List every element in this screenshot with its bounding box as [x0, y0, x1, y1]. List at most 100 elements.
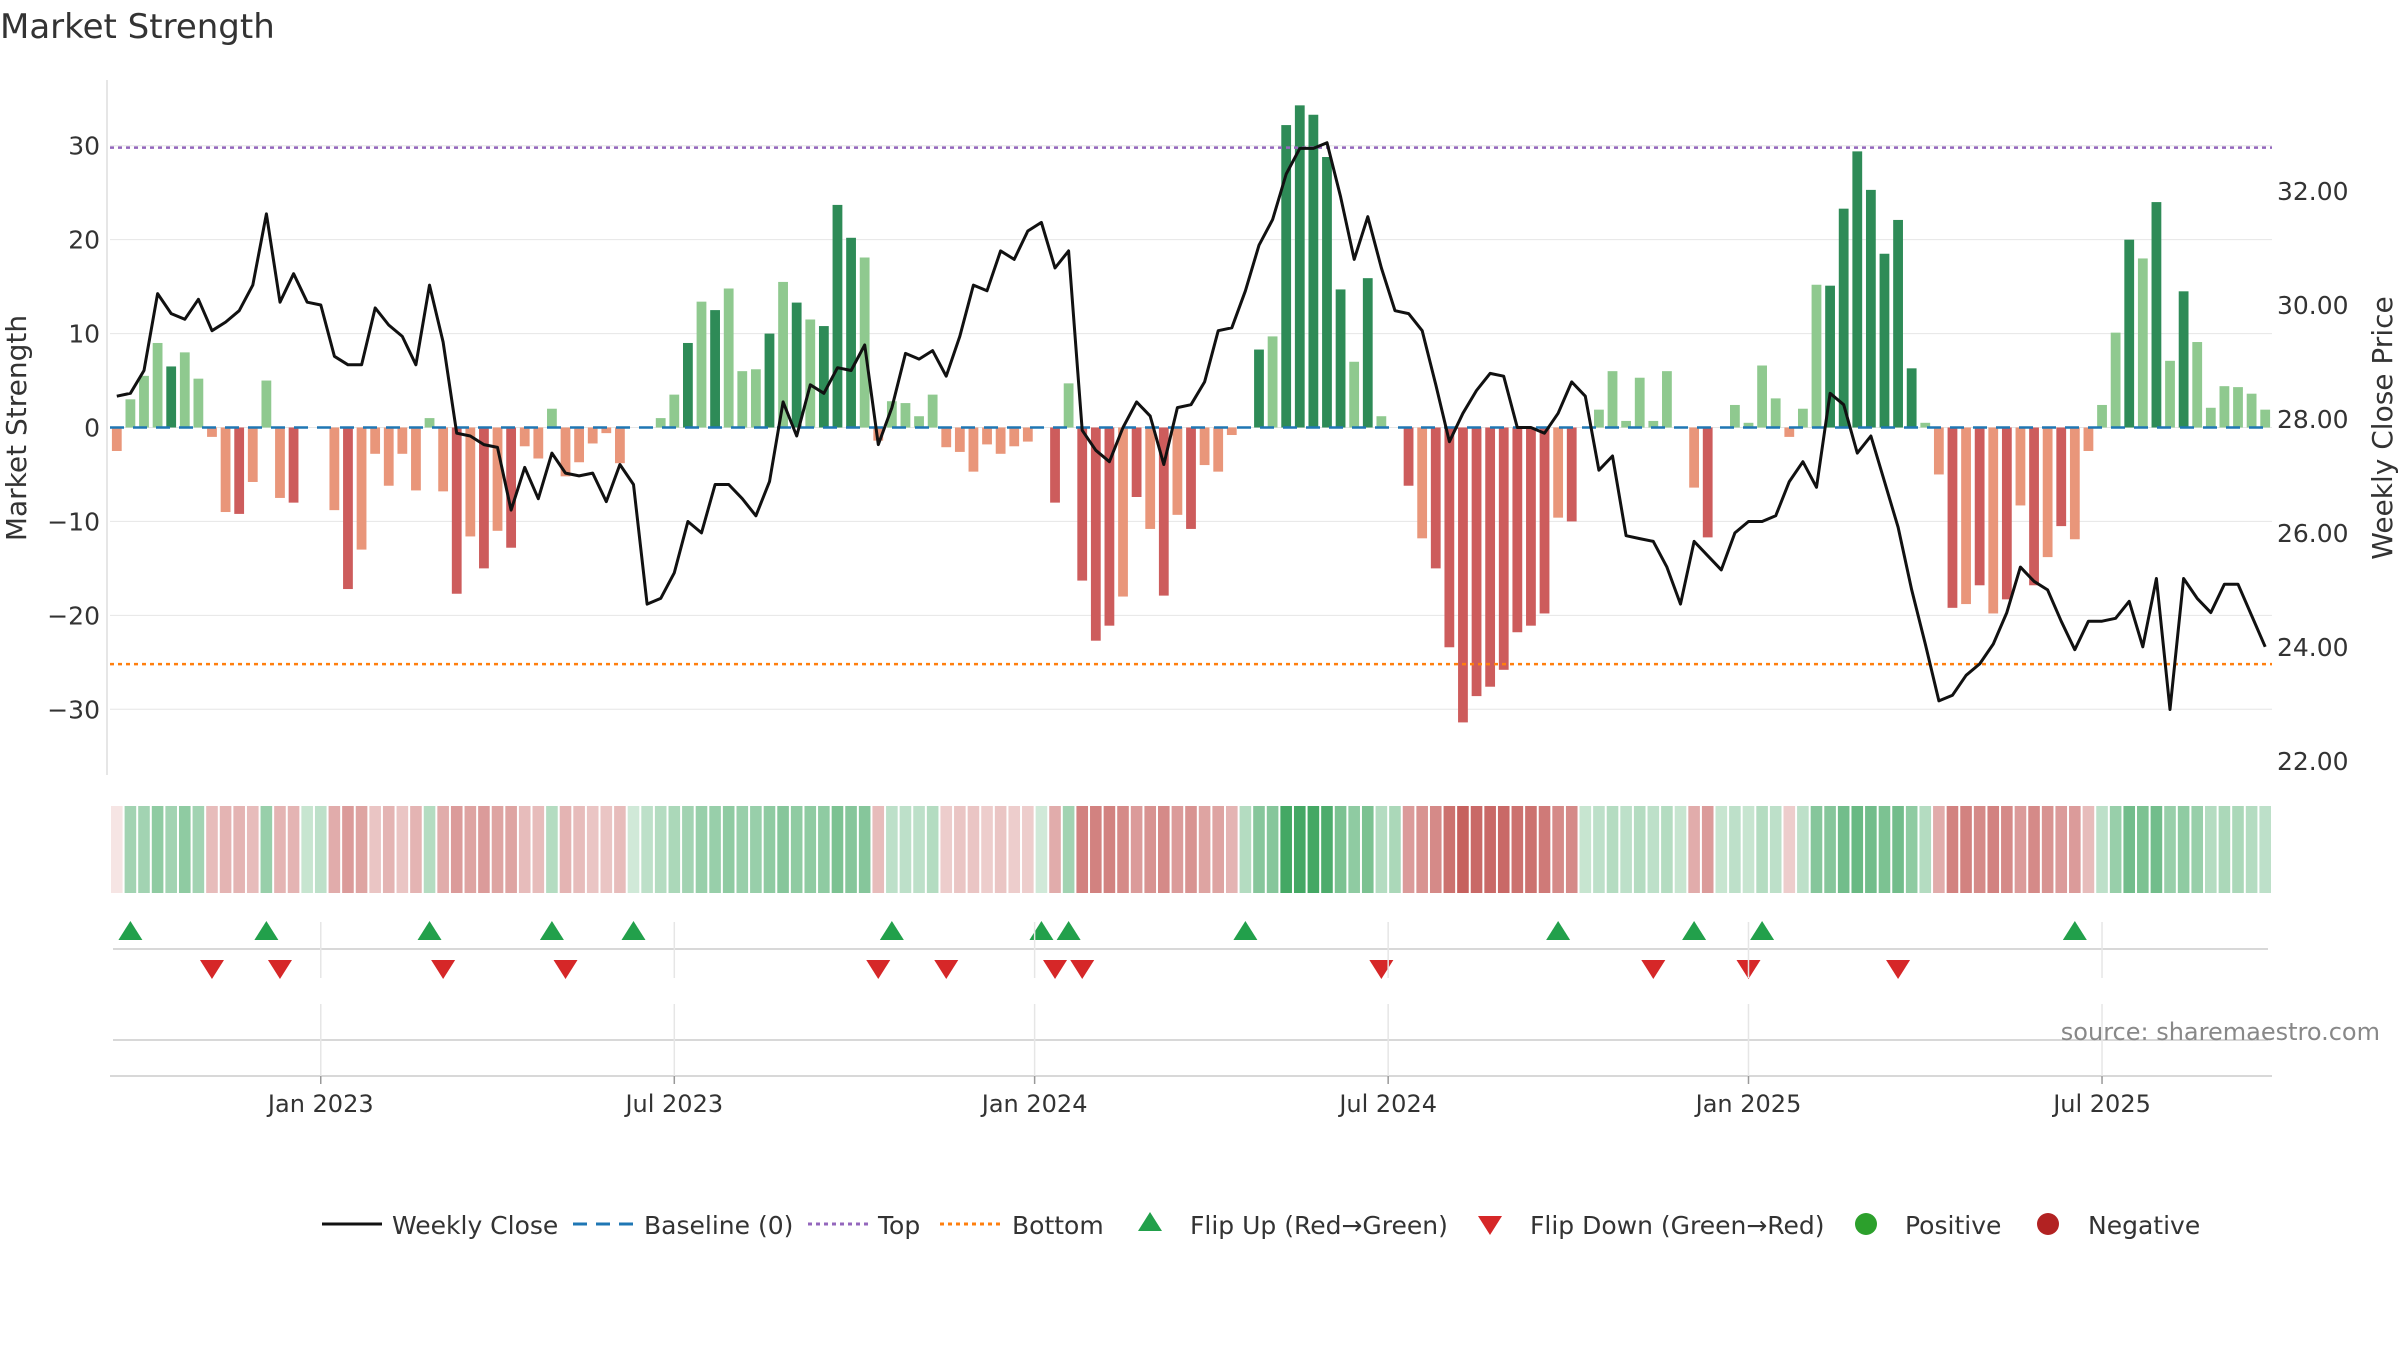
strength-band-cell [2123, 806, 2136, 893]
strength-bar [791, 302, 802, 428]
strength-bar [601, 427, 612, 434]
strength-bar [669, 394, 680, 428]
y2-tick-label: 24.00 [2277, 633, 2349, 662]
strength-bar [2260, 409, 2271, 428]
strength-band-cell [2218, 806, 2231, 893]
x-tick-label: Jul 2024 [1337, 1090, 1437, 1118]
strength-bar [1458, 427, 1468, 723]
strength-bar [152, 342, 163, 428]
strength-band-cell [2096, 806, 2108, 893]
strength-bar [914, 416, 924, 428]
strength-bar [1335, 289, 1346, 428]
chart-title: Market Strength [0, 7, 275, 47]
strength-band-cell [1035, 806, 1048, 893]
strength-bar [1077, 427, 1088, 581]
strength-bar [846, 237, 856, 428]
flip-up-marker [621, 921, 646, 940]
strength-bar [1498, 427, 1509, 670]
strength-bar [1376, 416, 1387, 428]
flip-up-marker [254, 921, 279, 940]
flip-down-marker [553, 960, 578, 979]
x-tick-label: Jul 2023 [623, 1090, 723, 1118]
strength-bar [1471, 427, 1482, 697]
strength-band-cell [246, 806, 259, 893]
y-axis-label: Market Strength [0, 315, 33, 541]
strength-bar [2151, 202, 2162, 428]
strength-bar [424, 418, 435, 428]
strength-band-cell [491, 806, 504, 893]
strength-band-cell [2055, 806, 2068, 893]
strength-bar [1594, 409, 1604, 428]
strength-band [111, 806, 2271, 893]
strength-band-cell [1606, 806, 1619, 893]
strength-band-cell [899, 806, 912, 893]
strength-bar [261, 380, 272, 428]
legend-negative-icon [2037, 1213, 2059, 1235]
strength-band-cell [410, 806, 422, 893]
strength-band-cell [301, 806, 313, 893]
strength-bar [1730, 404, 1740, 428]
legend-negative: Negative [2088, 1211, 2200, 1240]
strength-band-cell [1620, 806, 1632, 893]
strength-band-cell [437, 806, 449, 893]
strength-band-cell [763, 806, 776, 893]
strength-bar [343, 427, 353, 590]
flip-down-marker [1641, 960, 1666, 979]
strength-bar [818, 326, 829, 428]
strength-band-cell [518, 806, 531, 893]
strength-bar [1961, 427, 1971, 605]
strength-bar [1988, 427, 1999, 614]
strength-bars [111, 105, 2271, 723]
strength-band-cell [178, 806, 191, 893]
flip-up-marker [1546, 921, 1571, 940]
strength-band-cell [464, 806, 477, 893]
strength-band-cell [2041, 806, 2054, 893]
strength-bar [479, 427, 489, 569]
strength-band-cell [682, 806, 694, 893]
legend-flip-down: Flip Down (Green→Red) [1530, 1211, 1825, 1240]
strength-band-cell [1538, 806, 1551, 893]
flip-down-marker [866, 960, 891, 979]
strength-band-cell [1293, 806, 1306, 893]
strength-band-cell [994, 806, 1007, 893]
strength-band-cell [1905, 806, 1918, 893]
strength-bar [1267, 336, 1278, 428]
strength-bar [805, 319, 816, 428]
strength-band-cell [1076, 806, 1089, 893]
strength-band-cell [396, 806, 409, 893]
strength-band-cell [1416, 806, 1428, 893]
strength-band-cell [450, 806, 463, 893]
strength-band-cell [478, 806, 490, 893]
strength-bar [560, 427, 571, 477]
flip-up-marker [1682, 921, 1707, 940]
strength-band-cell [1090, 806, 1102, 893]
strength-bar [886, 401, 897, 428]
strength-bar [1485, 427, 1496, 687]
strength-bar [1702, 427, 1713, 538]
y-tick-label: −30 [47, 695, 100, 724]
strength-band-cell [206, 806, 218, 893]
strength-band-cell [1348, 806, 1360, 893]
strength-band-cell [1769, 806, 1782, 893]
strength-band-cell [967, 806, 980, 893]
strength-band-cell [954, 806, 966, 893]
strength-band-cell [722, 806, 735, 893]
strength-band-cell [2259, 806, 2271, 893]
strength-bar [1662, 371, 1672, 428]
strength-bar [750, 369, 761, 428]
flip-up-marker [1029, 921, 1054, 940]
strength-bar [1158, 427, 1169, 596]
strength-bar [1879, 253, 1890, 428]
strength-band-cell [1402, 806, 1415, 893]
strength-bar [329, 427, 340, 511]
reference-lines [110, 146, 2272, 666]
strength-band-cell [2109, 806, 2122, 893]
strength-bar [1403, 427, 1414, 486]
strength-band-cell [1484, 806, 1496, 893]
strength-bar [982, 427, 992, 445]
strength-band-cell [274, 806, 286, 893]
strength-band-cell [2001, 806, 2013, 893]
strength-band-cell [1797, 806, 1809, 893]
strength-band-cell [1987, 806, 2000, 893]
strength-band-cell [1361, 806, 1374, 893]
